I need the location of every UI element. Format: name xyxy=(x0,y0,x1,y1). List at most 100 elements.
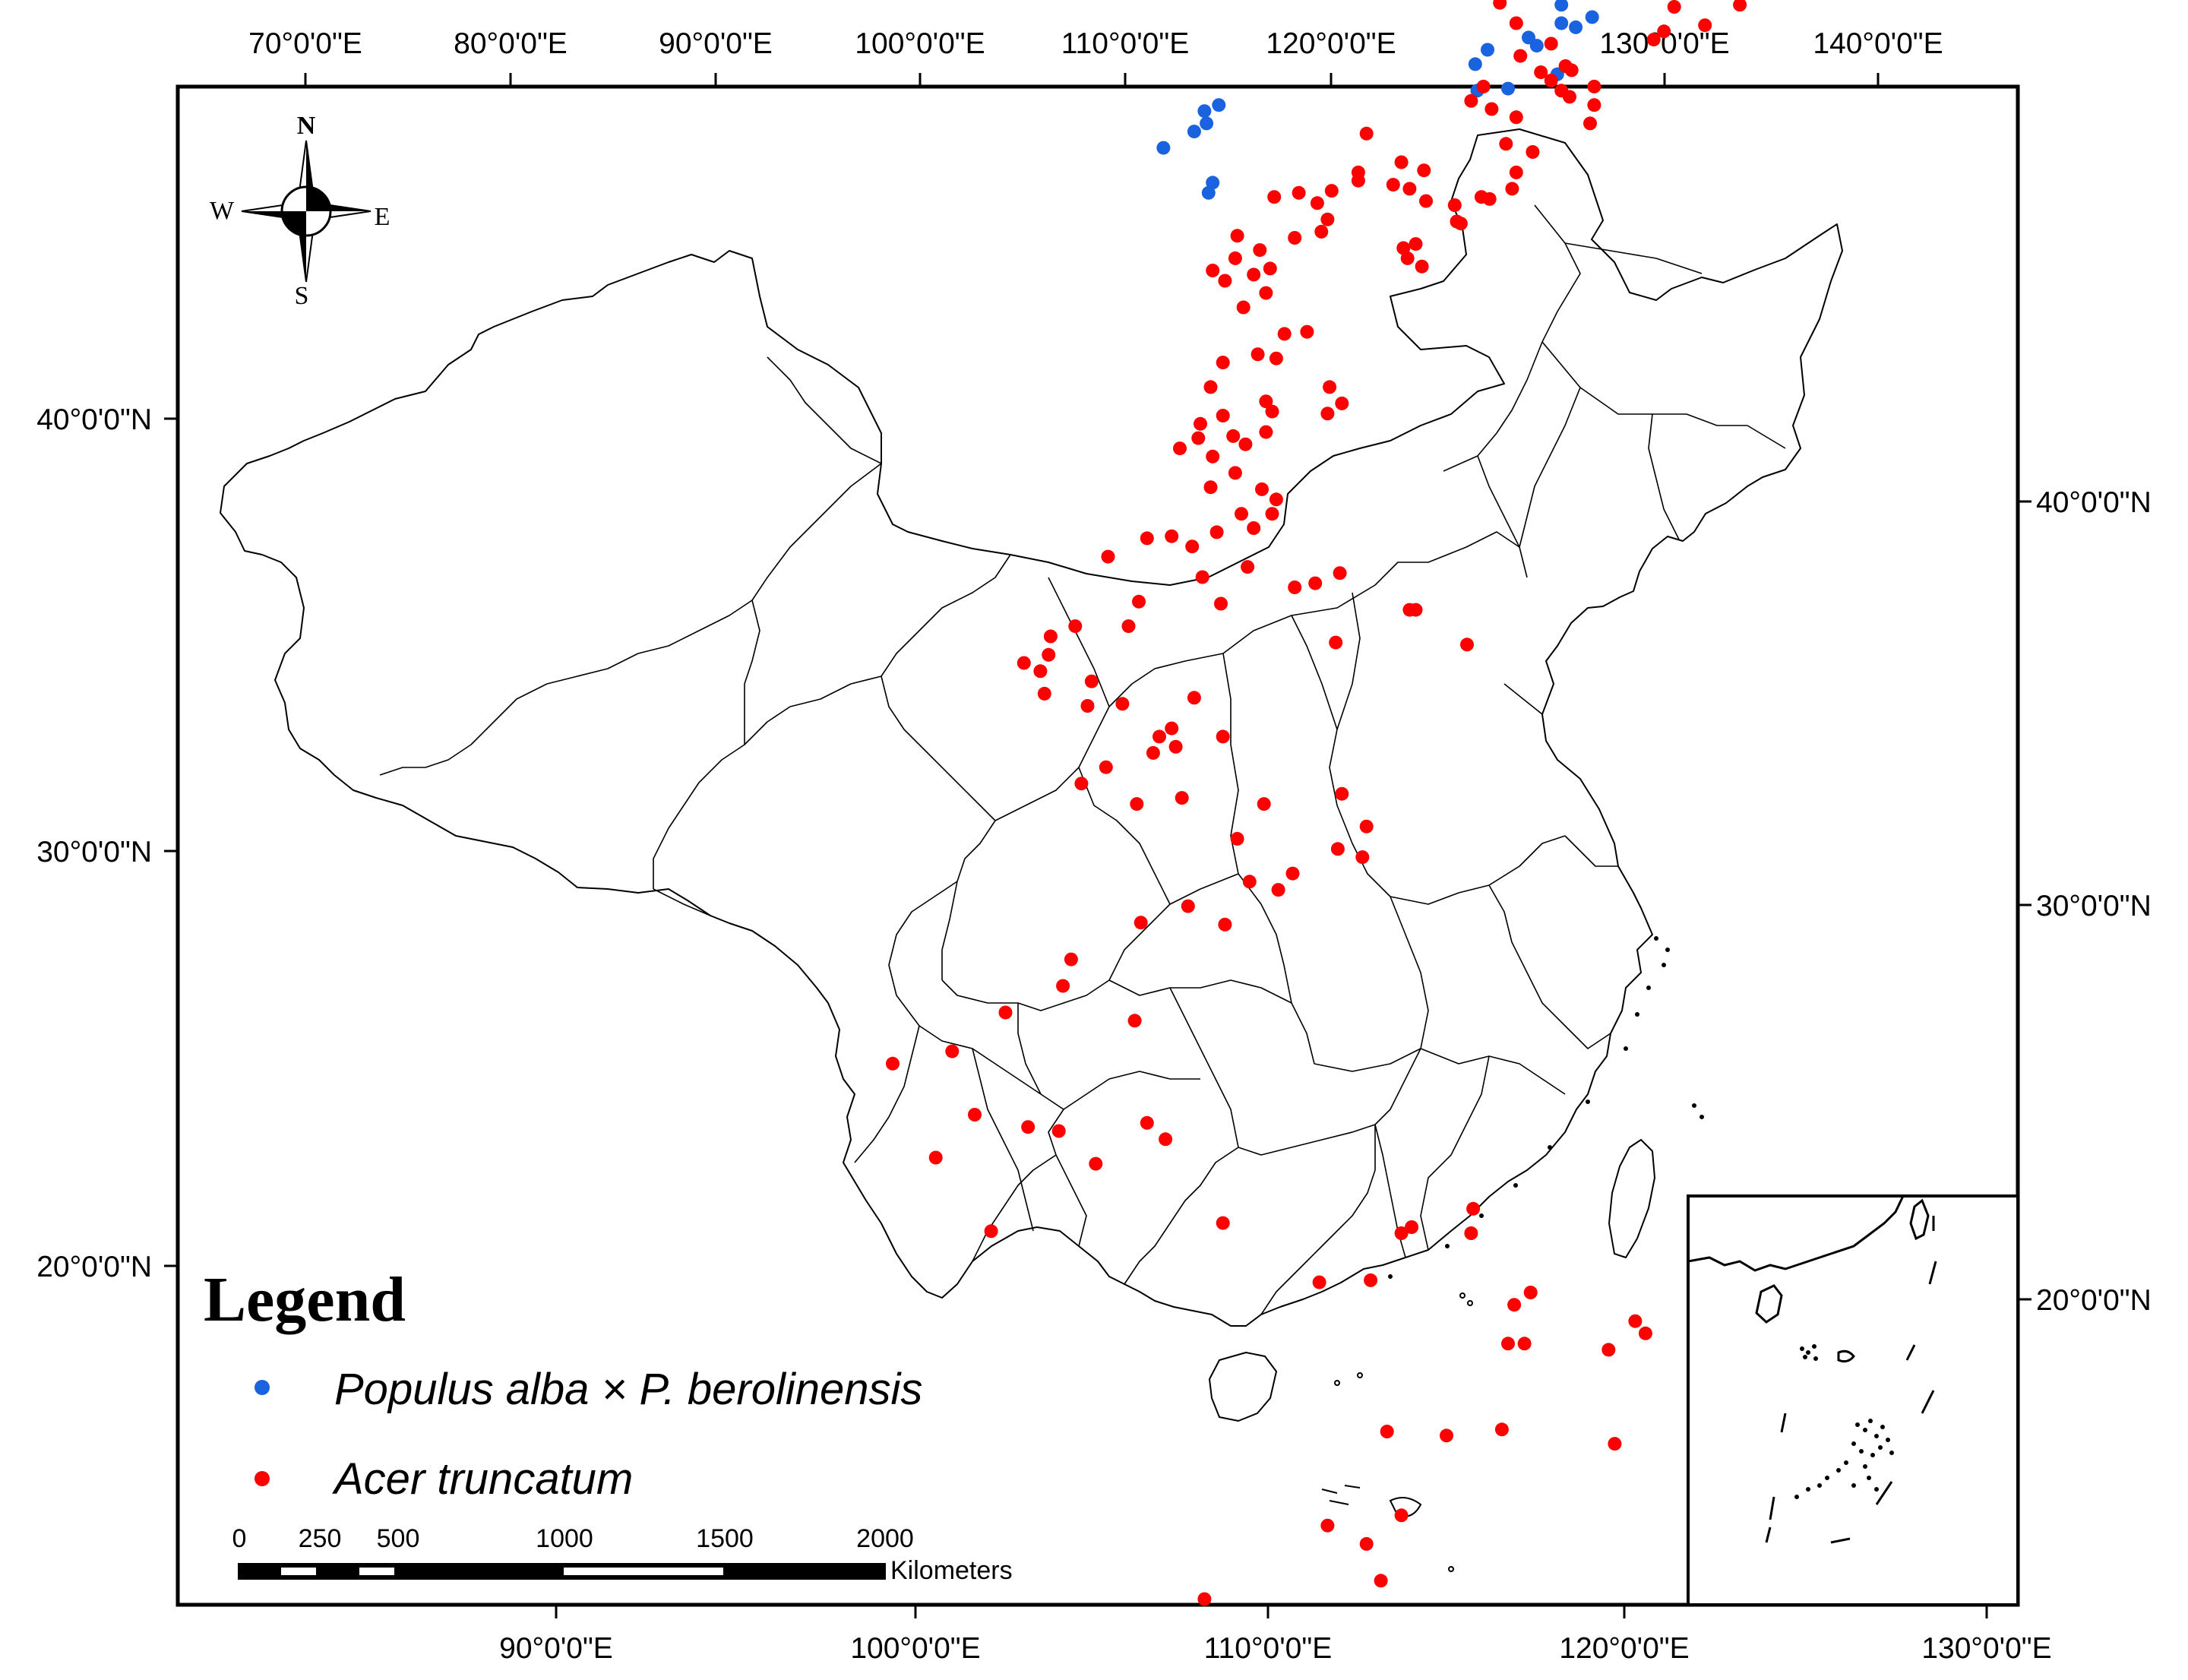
bottom-axis-label: 100°0'0"E xyxy=(850,1632,980,1665)
acer-occurrence-point xyxy=(1314,224,1329,239)
acer-occurrence-point xyxy=(1265,404,1279,419)
acer-occurrence-point xyxy=(1499,137,1513,151)
taiwan-island xyxy=(1608,1139,1655,1258)
right-axis-label: 40°0'0"N xyxy=(2036,486,2152,519)
acer-occurrence-point xyxy=(1493,0,1507,10)
populus-occurrence-point xyxy=(1197,104,1212,119)
acer-occurrence-point xyxy=(1064,952,1078,967)
acer-occurrence-point xyxy=(1359,126,1374,141)
province-boundaries xyxy=(379,204,1786,1315)
acer-occurrence-point xyxy=(1074,777,1089,791)
acer-occurrence-point xyxy=(1402,182,1417,196)
acer-occurrence-point xyxy=(1394,1226,1409,1240)
acer-occurrence-point xyxy=(886,1056,900,1071)
scale-tick-label: 1500 xyxy=(696,1524,754,1553)
acer-occurrence-point xyxy=(1236,300,1251,315)
populus-occurrence-point xyxy=(1569,20,1583,34)
acer-occurrence-point xyxy=(1415,259,1429,274)
compass-east-label: E xyxy=(375,203,390,231)
acer-occurrence-point xyxy=(1206,264,1220,277)
acer-occurrence-point xyxy=(1513,49,1528,63)
acer-occurrence-point xyxy=(1405,1220,1419,1234)
acer-occurrence-point xyxy=(1140,531,1154,546)
acer-occurrence-point xyxy=(1099,760,1113,774)
acer-occurrence-point xyxy=(1409,237,1423,252)
acer-occurrence-point xyxy=(1380,1425,1394,1438)
acer-occurrence-point xyxy=(1228,466,1242,480)
acer-occurrence-point xyxy=(1187,691,1201,705)
acer-occurrence-point xyxy=(1265,507,1279,521)
right-axis-ticks xyxy=(2018,500,2031,1301)
legend-marker-populus xyxy=(255,1380,270,1395)
hainan-island xyxy=(1209,1352,1277,1422)
acer-occurrence-point xyxy=(1523,1286,1538,1299)
scale-tick-label: 0 xyxy=(232,1524,247,1553)
acer-occurrence-point xyxy=(1247,267,1261,282)
populus-occurrence-point xyxy=(1501,81,1515,96)
acer-occurrence-point xyxy=(1564,63,1579,78)
acer-occurrence-point xyxy=(1517,1337,1532,1351)
acer-occurrence-point xyxy=(1323,380,1337,394)
acer-occurrence-point xyxy=(1526,145,1540,159)
top-axis-label: 140°0'0"E xyxy=(1813,27,1943,60)
scale-bar: 0 250 500 1000 1500 2000 Kilometers xyxy=(232,1524,1013,1585)
acer-occurrence-point xyxy=(1181,899,1195,913)
acer-occurrence-point xyxy=(1494,1422,1509,1437)
acer-occurrence-point xyxy=(1333,566,1347,581)
acer-occurrence-point xyxy=(1657,24,1671,39)
acer-occurrence-point xyxy=(1638,1326,1652,1340)
left-axis-label: 20°0'0"N xyxy=(36,1251,152,1283)
acer-occurrence-point xyxy=(1563,90,1576,104)
acer-occurrence-point xyxy=(1173,441,1187,456)
acer-occurrence-point xyxy=(1292,185,1306,200)
bottom-axis-label: 120°0'0"E xyxy=(1559,1632,1689,1665)
acer-occurrence-point xyxy=(1168,739,1183,754)
acer-occurrence-point xyxy=(1386,178,1400,192)
compass-west-label: W xyxy=(210,197,235,225)
acer-occurrence-point xyxy=(1132,594,1146,609)
acer-occurrence-point xyxy=(1628,1314,1643,1328)
acer-occurrence-point xyxy=(1216,1216,1230,1230)
acer-occurrence-point xyxy=(1400,251,1415,265)
acer-occurrence-point xyxy=(945,1044,960,1058)
acer-occurrence-point xyxy=(1267,190,1282,204)
acer-occurrence-point xyxy=(1464,1226,1478,1240)
acer-occurrence-point xyxy=(1667,0,1681,14)
acer-occurrence-point xyxy=(1507,1298,1522,1312)
left-axis-label: 30°0'0"N xyxy=(36,836,152,868)
populus-occurrence-point xyxy=(1468,57,1482,71)
acer-occurrence-point xyxy=(1320,212,1335,226)
acer-occurrence-point xyxy=(1335,786,1349,801)
acer-occurrence-point xyxy=(1195,570,1209,584)
acer-occurrence-point xyxy=(1216,409,1230,422)
populus-occurrence-point xyxy=(1206,176,1220,190)
bottom-axis-ticks xyxy=(555,1605,1988,1618)
acer-occurrence-point xyxy=(1355,850,1370,865)
acer-occurrence-point xyxy=(1310,196,1324,210)
populus-occurrence-point xyxy=(1187,125,1201,139)
acer-occurrence-point xyxy=(1359,819,1374,834)
scale-tick-label: 1000 xyxy=(536,1524,593,1553)
populus-occurrence-point xyxy=(1585,10,1599,24)
populus-occurrence-point xyxy=(1156,141,1171,155)
acer-occurrence-point xyxy=(1165,529,1179,543)
acer-occurrence-point xyxy=(1089,1156,1103,1171)
acer-occurrence-point xyxy=(1544,73,1558,87)
acer-occurrence-point xyxy=(1277,327,1292,341)
acer-occurrence-point xyxy=(1238,437,1253,451)
acer-occurrence-point xyxy=(1230,229,1244,243)
acer-occurrence-point xyxy=(1394,155,1409,169)
inset-map xyxy=(1687,1195,1937,1544)
acer-occurrence-point xyxy=(1351,173,1365,188)
acer-occurrence-point xyxy=(1263,261,1277,276)
acer-occurrence-point xyxy=(1259,394,1273,409)
north-arrow-icon: N S W E xyxy=(210,112,390,310)
acer-occurrence-point xyxy=(1259,286,1273,300)
acer-occurrence-point xyxy=(1191,431,1206,445)
acer-occurrence-point xyxy=(1374,1574,1388,1588)
acer-occurrence-point xyxy=(928,1150,943,1165)
inset-islands xyxy=(1794,1344,1894,1499)
acer-occurrence-point xyxy=(1185,539,1200,554)
acer-occurrence-point xyxy=(1534,65,1548,80)
acer-occurrence-point xyxy=(1587,98,1601,112)
